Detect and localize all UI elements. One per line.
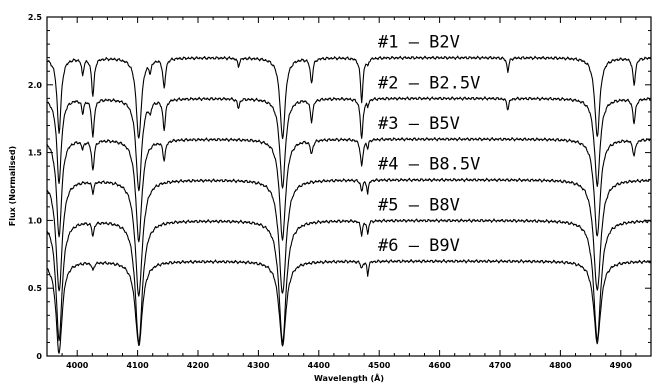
x-tick-label: 4800 [549, 361, 572, 370]
series-label-1: #1 – B2V [378, 33, 460, 53]
x-tick-label: 4300 [247, 361, 270, 370]
y-tick-label: 0.5 [28, 284, 43, 293]
x-axis-title: Wavelength (Å) [314, 373, 384, 383]
x-tick-label: 4400 [308, 361, 331, 370]
spectrum-line-2 [46, 96, 652, 192]
x-tick-label: 4500 [368, 361, 391, 370]
spectrum-line-3 [46, 136, 652, 243]
y-tick-label: 2.5 [28, 13, 43, 22]
x-tick-label: 4900 [610, 361, 633, 370]
plot-frame [46, 16, 652, 357]
spectrum-line-4 [46, 177, 652, 297]
series-label-3: #3 – B5V [378, 114, 460, 134]
y-tick-label: 2.0 [28, 81, 43, 90]
x-ticks: 4000 4100 4200 4300 4400 4500 4600 4700 4800 4900 [46, 17, 652, 370]
series-label-4: #4 – B8.5V [378, 155, 480, 175]
x-tick-label: 4700 [489, 361, 512, 370]
spectrum-line-1 [46, 55, 652, 140]
spectrum-line-6 [46, 258, 652, 354]
x-tick-label: 4100 [126, 361, 149, 370]
axes [46, 16, 652, 357]
series-label-2: #2 – B2.5V [378, 73, 480, 93]
y-axis-title: Flux (Normalised) [8, 146, 17, 226]
x-tick-label: 4000 [66, 361, 89, 370]
x-tick-label: 4200 [187, 361, 210, 370]
series-label-5: #5 – B8V [378, 195, 460, 215]
spectrum-line-5 [46, 218, 652, 344]
y-tick-label: 0 [36, 352, 42, 361]
y-ticks: 0 0.5 1.0 1.5 2.0 2.5 [28, 13, 651, 361]
x-tick-label: 4600 [428, 361, 451, 370]
series-label-6: #6 – B9V [378, 236, 460, 256]
y-tick-label: 1.0 [28, 216, 43, 225]
plot-lines [46, 55, 652, 354]
series-labels: #1 – B2V #2 – B2.5V #3 – B5V #4 – B8.5V #5 –… [378, 33, 480, 256]
y-tick-label: 1.5 [28, 149, 43, 158]
